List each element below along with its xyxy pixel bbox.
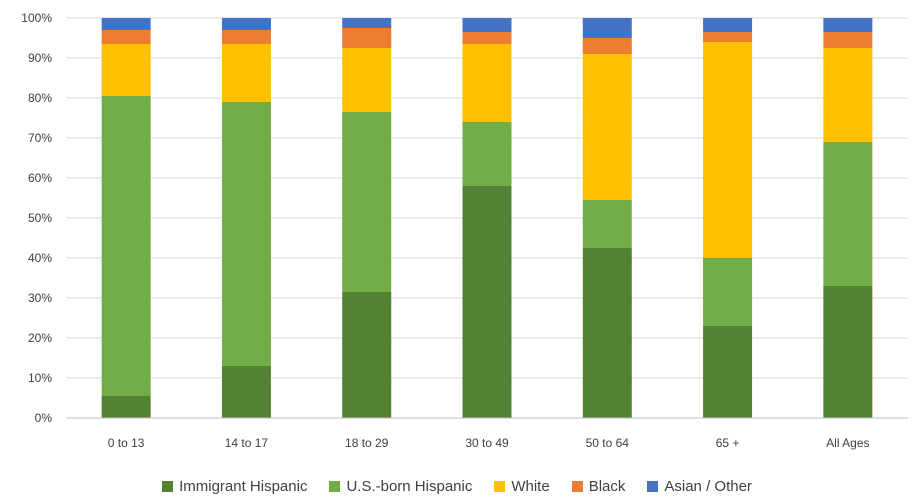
bar-segment — [823, 286, 873, 418]
x-tick-label: 14 to 17 — [225, 436, 269, 450]
stacked-bar-chart: 0% 10% 20% 30% 40% 50% 60% 70% 80% 90% 100% 0 to 1… — [21, 11, 908, 450]
bar-segment — [823, 48, 873, 142]
bar-segment — [221, 102, 271, 366]
y-tick-label: 20% — [28, 331, 52, 345]
x-tick-label: 30 to 49 — [465, 436, 509, 450]
bar-segment — [342, 48, 392, 112]
x-axis: 0 to 13 14 to 17 18 to 29 30 to 49 50 to 64 6… — [66, 417, 908, 450]
legend-label: U.S.-born Hispanic — [346, 477, 473, 495]
y-tick-label: 30% — [28, 291, 52, 305]
bar-segment — [582, 248, 632, 418]
legend-swatch — [329, 480, 341, 492]
bar-segment — [101, 396, 151, 418]
legend-swatch — [162, 480, 174, 492]
bar-segment — [221, 30, 271, 44]
y-tick-label: 80% — [28, 91, 52, 105]
legend: Immigrant Hispanic U.S.-born Hispanic Whit… — [0, 473, 914, 499]
legend-swatch — [494, 480, 506, 492]
bar-segment — [703, 32, 753, 42]
x-tick-label: 50 to 64 — [586, 436, 630, 450]
bar-segment — [101, 96, 151, 396]
legend-label: White — [511, 477, 550, 495]
legend-swatch — [571, 480, 583, 492]
bar-segment — [101, 44, 151, 96]
y-tick-label: 90% — [28, 51, 52, 65]
bar-segment — [703, 326, 753, 418]
x-tick-label: All Ages — [826, 436, 869, 450]
bar-segment — [221, 18, 271, 30]
bar-segment — [582, 18, 632, 38]
y-tick-label: 40% — [28, 251, 52, 265]
bar-segment — [823, 18, 873, 32]
bar-segment — [582, 200, 632, 248]
bar-segment — [462, 18, 512, 32]
bar-segment — [823, 32, 873, 48]
bar-segment — [342, 112, 392, 292]
y-tick-label: 10% — [28, 371, 52, 385]
y-tick-label: 0% — [35, 411, 53, 425]
bar-segment — [582, 54, 632, 200]
bar-segment — [221, 366, 271, 418]
legend-item: U.S.-born Hispanic — [329, 478, 472, 495]
bar-segment — [703, 18, 753, 32]
bar-segment — [462, 32, 512, 44]
x-tick-label: 65 + — [716, 436, 740, 450]
bars — [101, 18, 873, 418]
bar-segment — [462, 44, 512, 122]
y-tick-label: 70% — [28, 131, 52, 145]
bar-segment — [342, 18, 392, 28]
bar-segment — [221, 44, 271, 102]
legend-item: Black — [571, 477, 626, 495]
bar-segment — [703, 42, 753, 258]
legend-label: Black — [588, 477, 626, 495]
bar-segment — [462, 186, 512, 418]
legend-item: Asian / Other — [647, 478, 752, 495]
bar-segment — [703, 258, 753, 326]
x-tick-label: 0 to 13 — [108, 436, 145, 450]
bar-segment — [823, 142, 873, 286]
bar-segment — [342, 28, 392, 48]
y-tick-label: 50% — [28, 211, 52, 225]
y-axis: 0% 10% 20% 30% 40% 50% 60% 70% 80% 90% 100% — [21, 11, 52, 425]
legend-label: Asian / Other — [664, 477, 752, 495]
bar-segment — [462, 122, 512, 186]
y-tick-label: 60% — [28, 171, 52, 185]
legend-label: Immigrant Hispanic — [179, 477, 308, 495]
bar-segment — [582, 38, 632, 54]
bar-segment — [101, 30, 151, 44]
legend-item: White — [494, 477, 550, 495]
legend-item: Immigrant Hispanic — [162, 478, 307, 495]
x-tick-label: 18 to 29 — [345, 436, 389, 450]
y-tick-label: 100% — [21, 11, 52, 25]
bar-segment — [342, 292, 392, 418]
bar-segment — [101, 18, 151, 30]
legend-swatch — [647, 480, 659, 492]
